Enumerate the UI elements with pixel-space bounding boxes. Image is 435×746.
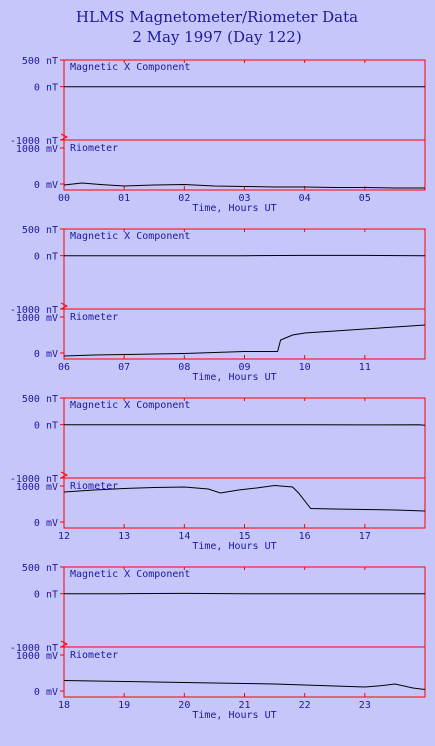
riometer-series <box>63 324 426 357</box>
axis-break-mark <box>60 471 69 479</box>
y-tick-label: 1000 mV <box>16 482 58 493</box>
riometer-series <box>63 484 426 512</box>
riometer-series <box>63 680 426 690</box>
y-tick-label: 0 nT <box>34 421 58 432</box>
x-tick-label: 17 <box>359 531 371 542</box>
x-axis-label: Time, Hours UT <box>192 541 276 552</box>
x-axis-label: Time, Hours UT <box>192 203 276 214</box>
x-tick-label: 12 <box>58 531 70 542</box>
x-tick-label: 04 <box>299 193 311 204</box>
x-tick-label: 07 <box>118 362 130 373</box>
riometer-series <box>63 182 425 189</box>
y-tick-label: -1000 nT <box>10 643 58 654</box>
y-tick-label: 0 mV <box>34 518 58 529</box>
axis-break-mark <box>60 640 69 648</box>
x-tick-label: 18 <box>58 700 70 711</box>
y-tick-label: 1000 mV <box>16 144 58 155</box>
x-tick-label: 23 <box>359 700 371 711</box>
x-tick-label: 14 <box>178 531 190 542</box>
x-axis-label: Time, Hours UT <box>192 710 276 721</box>
x-tick-label: 13 <box>118 531 130 542</box>
x-tick-label: 21 <box>238 700 250 711</box>
x-tick-label: 06 <box>58 362 70 373</box>
y-tick-label: 0 nT <box>34 252 58 263</box>
x-tick-label: 01 <box>118 193 130 204</box>
x-tick-label: 19 <box>118 700 130 711</box>
magnetic-x-series <box>64 424 426 426</box>
x-tick-label: 05 <box>359 193 371 204</box>
chart-title: HLMS Magnetometer/Riometer Data <box>76 8 358 26</box>
magnetic-panel-label: Magnetic X Component <box>70 569 190 580</box>
y-tick-label: 0 mV <box>34 180 58 191</box>
y-tick-label: 0 nT <box>34 590 58 601</box>
y-tick-label: 0 nT <box>34 83 58 94</box>
axis-break-mark <box>60 133 69 141</box>
x-tick-label: 10 <box>299 362 311 373</box>
magnetic-panel-label: Magnetic X Component <box>70 400 190 411</box>
y-tick-label: -1000 nT <box>10 136 58 147</box>
y-tick-label: 500 nT <box>22 56 58 67</box>
x-tick-label: 08 <box>178 362 190 373</box>
x-tick-label: 16 <box>299 531 311 542</box>
riometer-panel-label: Riometer <box>70 650 118 661</box>
x-tick-label: 15 <box>238 531 250 542</box>
y-tick-label: -1000 nT <box>10 305 58 316</box>
riometer-panel-label: Riometer <box>70 143 118 154</box>
y-tick-label: 0 mV <box>34 687 58 698</box>
magnetic-panel-label: Magnetic X Component <box>70 231 190 242</box>
riometer-panel-label: Riometer <box>70 481 118 492</box>
riometer-panel-label: Riometer <box>70 312 118 323</box>
y-tick-label: 500 nT <box>22 394 58 405</box>
x-axis-label: Time, Hours UT <box>192 372 276 383</box>
y-tick-label: 500 nT <box>22 563 58 574</box>
chart-subtitle: 2 May 1997 (Day 122) <box>132 28 301 46</box>
x-tick-label: 20 <box>178 700 190 711</box>
magnetic-panel-label: Magnetic X Component <box>70 62 190 73</box>
y-tick-label: -1000 nT <box>10 474 58 485</box>
y-tick-label: 0 mV <box>34 349 58 360</box>
x-tick-label: 22 <box>299 700 311 711</box>
x-tick-label: 00 <box>58 193 70 204</box>
y-tick-label: 1000 mV <box>16 313 58 324</box>
x-tick-label: 03 <box>238 193 250 204</box>
x-tick-label: 09 <box>238 362 250 373</box>
axis-break-mark <box>60 302 69 310</box>
y-tick-label: 1000 mV <box>16 651 58 662</box>
x-tick-label: 11 <box>359 362 371 373</box>
y-tick-label: 500 nT <box>22 225 58 236</box>
x-tick-label: 02 <box>178 193 190 204</box>
